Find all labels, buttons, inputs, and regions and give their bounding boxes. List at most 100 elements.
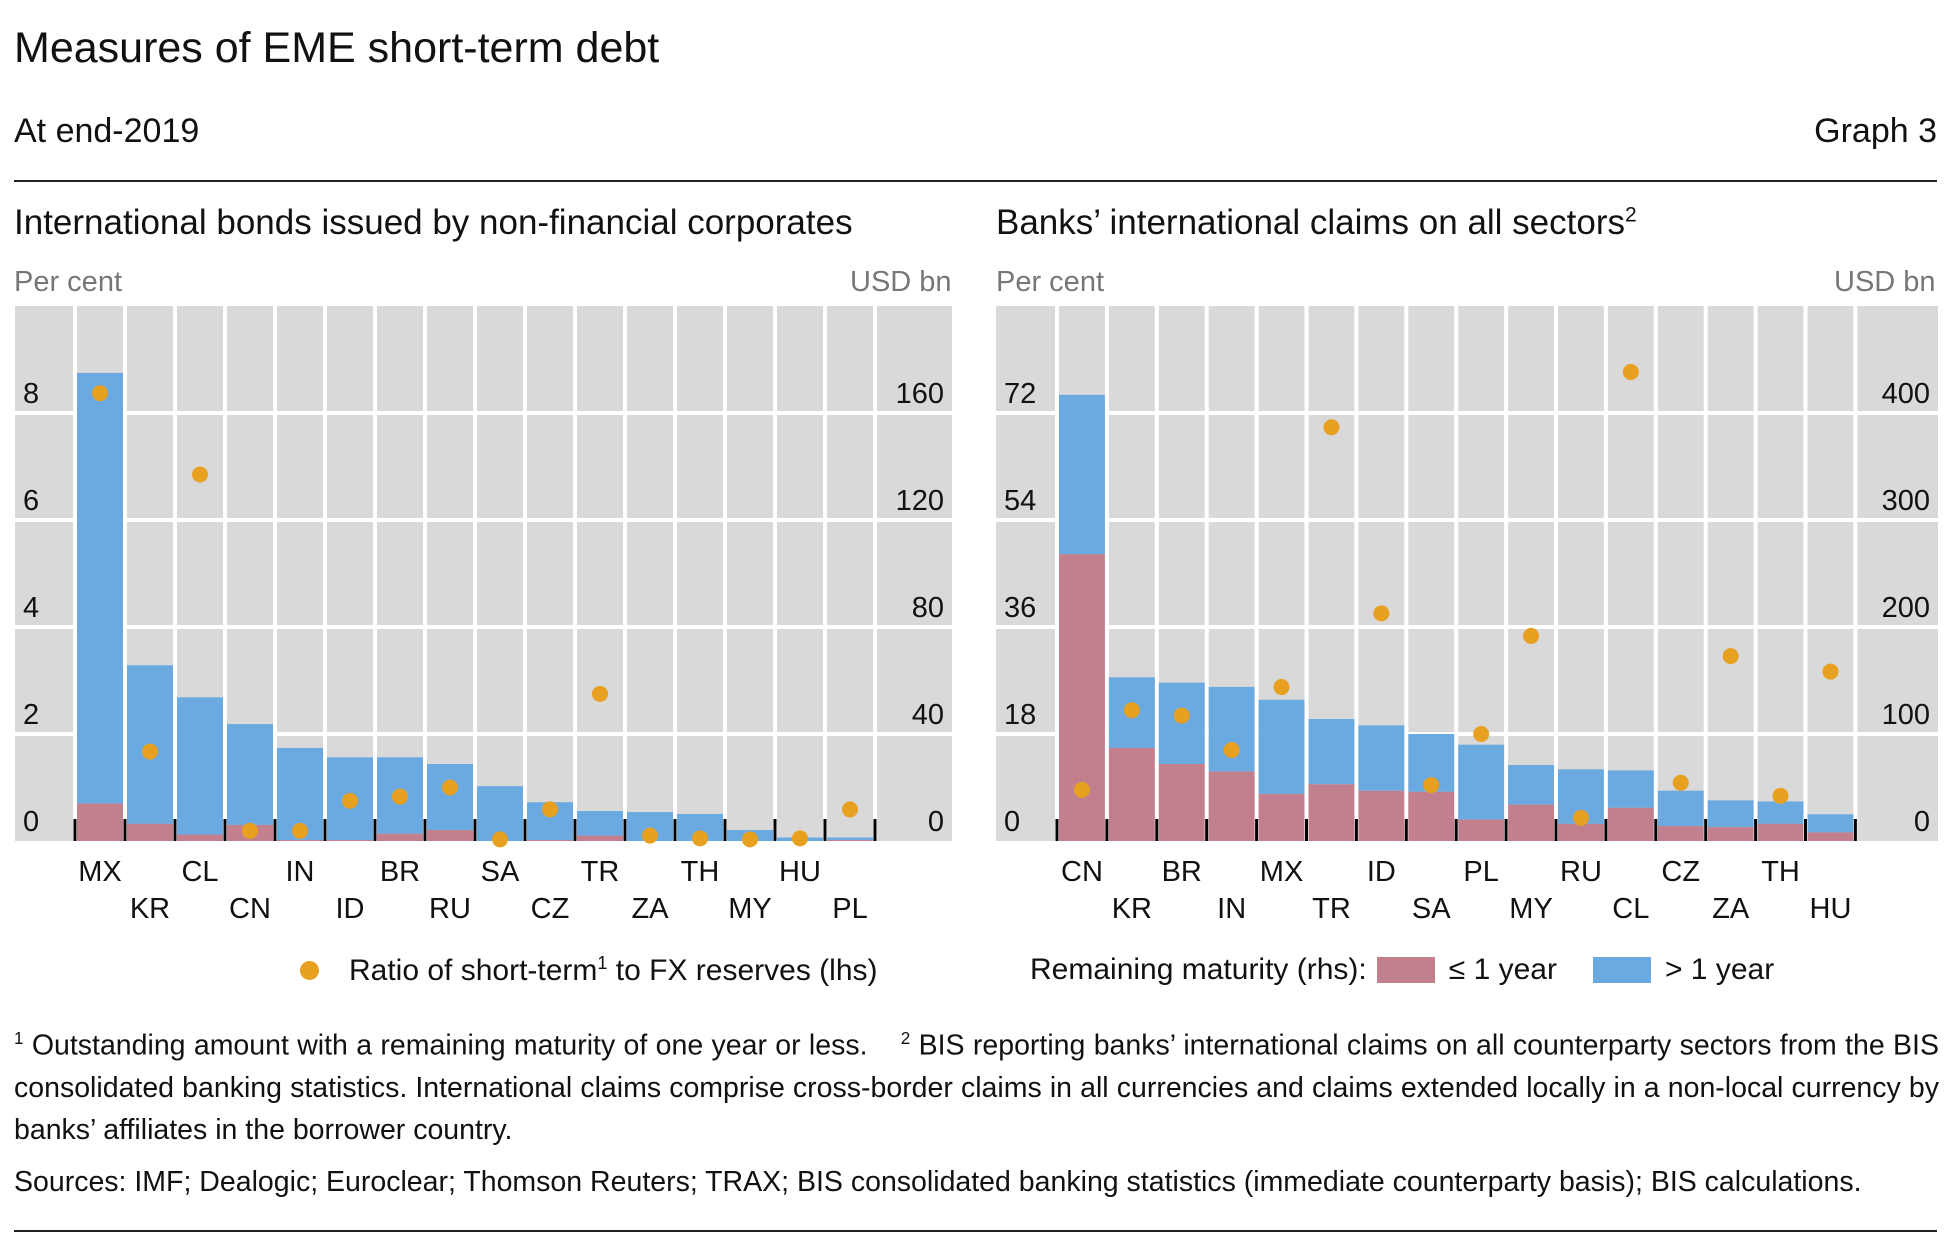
y-tick-right: 400: [1882, 378, 1930, 410]
x-label-CL: CL: [1612, 893, 1649, 925]
x-label-IN: IN: [1217, 893, 1246, 925]
bar-short-TR: [577, 835, 623, 841]
ratio-dot-BR: [392, 788, 408, 805]
ratio-dot-RU: [1572, 809, 1589, 826]
y-tick-left: 72: [1004, 378, 1036, 410]
bar-long-PL: [827, 837, 873, 840]
x-label-MX: MX: [1260, 856, 1304, 888]
bar-long-CL: [1607, 770, 1654, 808]
y-tick-left: 18: [1004, 699, 1036, 731]
y-tick-right: 200: [1882, 592, 1930, 624]
y-tick-right: 120: [896, 485, 944, 517]
left-panel-title: International bonds issued by non-financ…: [14, 203, 853, 242]
x-label-CZ: CZ: [1661, 856, 1700, 888]
footnotes: 1 Outstanding amount with a remaining ma…: [14, 1018, 1939, 1151]
legend-long-swatch: [1592, 957, 1651, 983]
y-tick-left: 0: [23, 806, 39, 838]
ratio-dot-TR: [1323, 419, 1340, 436]
ratio-dot-ID: [1373, 605, 1390, 622]
ratio-dot-MX: [92, 385, 108, 402]
bar-long-MX: [77, 372, 123, 804]
bar-short-KR: [127, 823, 173, 841]
bar-short-CZ: [527, 839, 573, 841]
x-label-KR: KR: [130, 893, 170, 925]
ratio-dot-MY: [742, 831, 758, 848]
bar-long-RU: [427, 763, 473, 831]
x-label-KR: KR: [1112, 893, 1152, 925]
x-label-PL: PL: [1463, 856, 1498, 888]
bar-short-SA: [1408, 791, 1455, 841]
bar-long-MX: [1258, 699, 1305, 794]
bar-long-TR: [1308, 719, 1355, 785]
x-label-RU: RU: [429, 893, 471, 925]
x-label-ZA: ZA: [1712, 893, 1750, 925]
bar-short-RU: [1558, 823, 1604, 841]
bar-long-TR: [577, 811, 623, 836]
right-panel-title-text: Banks’ international claims on all secto…: [996, 203, 1625, 242]
right-lhs-unit: Per cent: [996, 266, 1104, 298]
ratio-dot-SA: [492, 831, 508, 848]
ratio-dot-KR: [142, 743, 158, 760]
x-label-ID: ID: [336, 893, 365, 925]
bar-short-IN: [277, 839, 323, 841]
bar-short-BR: [1158, 763, 1205, 841]
x-label-BR: BR: [1162, 856, 1202, 888]
bar-short-ID: [327, 839, 373, 841]
legend-long-label: > 1 year: [1664, 953, 1775, 986]
bar-short-CL: [1607, 807, 1654, 841]
bar-short-MX: [1258, 793, 1305, 841]
ratio-dot-CL: [192, 466, 208, 483]
x-label-ID: ID: [1367, 856, 1396, 888]
x-label-HU: HU: [779, 856, 821, 888]
y-tick-right: 80: [912, 592, 944, 624]
bar-short-MX: [77, 803, 123, 841]
ratio-dot-TH: [692, 830, 708, 847]
x-label-TR: TR: [1312, 893, 1351, 925]
bar-short-KR: [1108, 747, 1155, 841]
y-tick-left: 4: [23, 592, 39, 624]
bar-long-IN: [1208, 686, 1255, 772]
bar-short-PL: [827, 839, 873, 841]
graph-subtitle: At end-2019: [14, 112, 200, 150]
x-label-TH: TH: [681, 856, 720, 888]
bar-short-RU: [427, 830, 473, 841]
x-label-SA: SA: [1412, 893, 1451, 925]
x-label-MX: MX: [78, 856, 122, 888]
x-label-CL: CL: [181, 856, 218, 888]
y-tick-left: 36: [1004, 592, 1036, 624]
bar-long-CZ: [1657, 790, 1704, 827]
x-label-IN: IN: [286, 856, 315, 888]
bar-short-TH: [1757, 823, 1804, 841]
legend-ratio-label: Ratio of short-term1 to FX reserves (lhs…: [349, 953, 878, 988]
y-tick-right: 300: [1882, 485, 1930, 517]
right-panel-title-sup: 2: [1625, 203, 1637, 227]
ratio-dot-HU: [792, 830, 808, 847]
y-tick-right: 0: [928, 806, 944, 838]
y-tick-left: 8: [23, 378, 39, 410]
ratio-dot-IN: [292, 822, 308, 839]
ratio-dot-CN: [242, 822, 258, 839]
footnote-1-marker: 1: [14, 1029, 24, 1048]
x-label-CZ: CZ: [531, 893, 570, 925]
bar-short-ZA: [1707, 827, 1754, 841]
bar-long-TH: [1757, 801, 1804, 824]
left-lhs-unit: Per cent: [14, 266, 122, 298]
y-tick-right: 40: [912, 699, 944, 731]
x-label-RU: RU: [1560, 856, 1602, 888]
legend-short-swatch: [1376, 957, 1435, 983]
ratio-dot-HU: [1822, 663, 1839, 680]
bar-short-PL: [1458, 819, 1505, 841]
right-legend: Remaining maturity (rhs): ≤ 1 year > 1 y…: [1030, 953, 1774, 987]
right-panel-title: Banks’ international claims on all secto…: [996, 203, 1637, 243]
bar-long-CN: [227, 724, 273, 825]
legend-short-label: ≤ 1 year: [1448, 953, 1557, 986]
x-label-CN: CN: [229, 893, 271, 925]
bar-long-ZA: [1707, 800, 1754, 828]
x-label-TR: TR: [581, 856, 620, 888]
y-tick-left: 6: [23, 485, 39, 517]
y-tick-right: 100: [1882, 699, 1930, 731]
x-label-MY: MY: [728, 893, 772, 925]
ratio-dot-ZA: [642, 827, 658, 844]
